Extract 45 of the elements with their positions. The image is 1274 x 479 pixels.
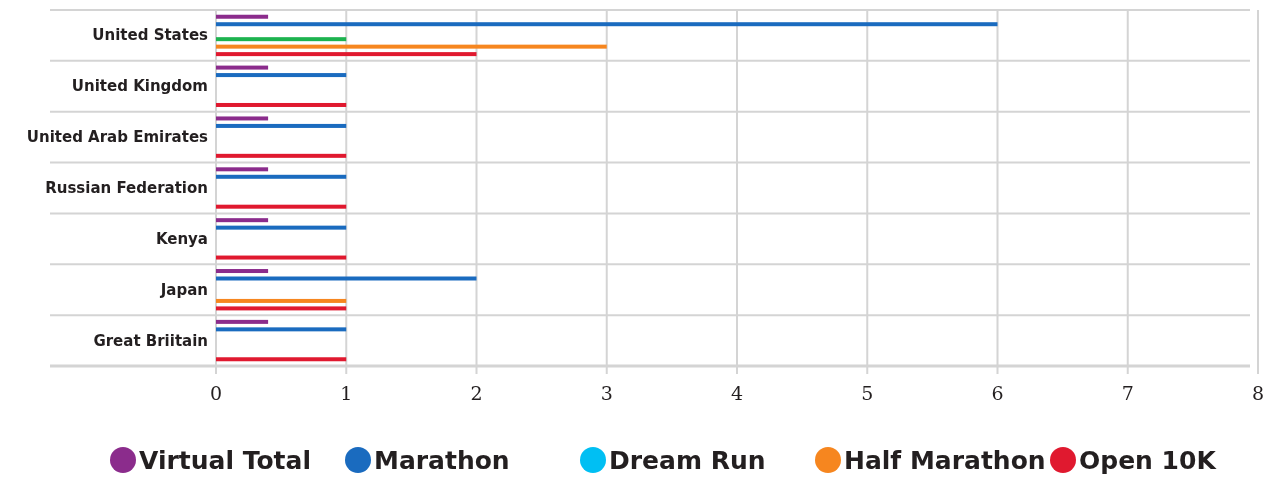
bar xyxy=(216,357,347,362)
bar xyxy=(216,167,269,172)
bar xyxy=(216,255,347,260)
x-tick-label: 6 xyxy=(991,382,1004,404)
y-tick-label: Japan xyxy=(159,280,208,299)
x-tick-label: 7 xyxy=(1121,382,1134,404)
legend-label: Dream Run xyxy=(609,446,766,475)
bar xyxy=(216,52,477,57)
bar xyxy=(216,269,269,274)
bar xyxy=(216,276,477,281)
x-tick-label: 0 xyxy=(209,382,223,404)
bar xyxy=(216,73,347,78)
y-tick-label: United Arab Emirates xyxy=(26,128,209,147)
bar xyxy=(216,14,269,19)
legend-label: Virtual Total xyxy=(139,446,311,475)
bar xyxy=(216,153,347,158)
bar xyxy=(216,319,269,324)
legend-label: Half Marathon xyxy=(844,446,1046,475)
bar xyxy=(216,306,347,311)
x-tick-label: 1 xyxy=(340,382,353,404)
bar xyxy=(216,44,607,49)
bar xyxy=(216,204,347,209)
x-tick-label: 4 xyxy=(730,382,744,404)
bar xyxy=(216,37,347,42)
bar xyxy=(216,225,347,230)
x-tick-label: 5 xyxy=(861,382,874,404)
bar xyxy=(216,174,347,179)
y-tick-label: United Kingdom xyxy=(71,77,208,96)
bar xyxy=(216,116,269,121)
x-tick-label: 8 xyxy=(1251,382,1265,404)
y-tick-label: Kenya xyxy=(155,229,208,248)
x-tick-label: 2 xyxy=(470,382,483,404)
bar xyxy=(216,22,998,27)
y-tick-label: Great Briitain xyxy=(93,331,208,350)
bar xyxy=(216,102,347,107)
x-tick-label: 3 xyxy=(600,382,613,404)
y-tick-label: United States xyxy=(92,26,209,45)
bar xyxy=(216,298,347,303)
y-tick-label: Russian Federation xyxy=(45,179,208,197)
legend-label: Marathon xyxy=(374,446,510,475)
bar xyxy=(216,65,269,70)
bar xyxy=(216,218,269,223)
legend-label: Open 10K xyxy=(1079,446,1218,475)
bar xyxy=(216,327,347,332)
bar xyxy=(216,123,347,128)
